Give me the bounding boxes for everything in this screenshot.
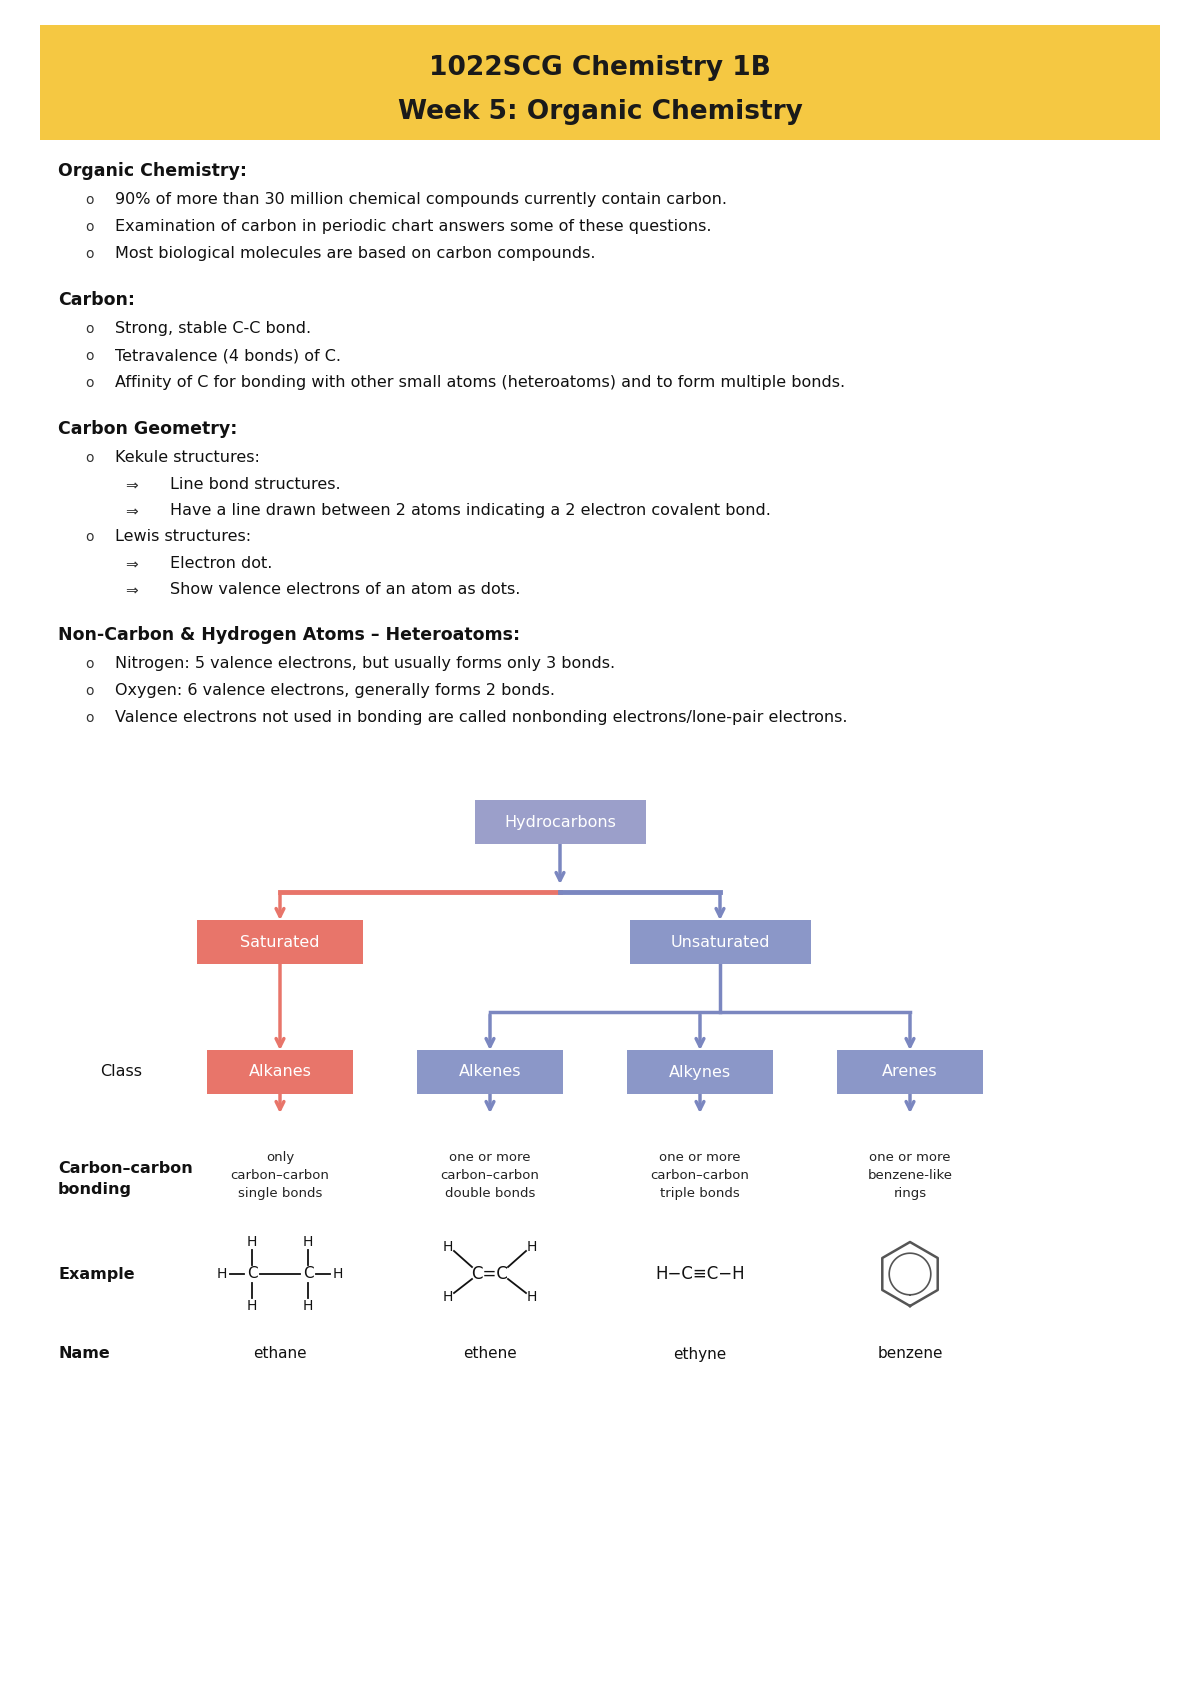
Text: o: o: [85, 530, 95, 543]
Text: o: o: [85, 375, 95, 391]
Text: Organic Chemistry:: Organic Chemistry:: [58, 161, 247, 180]
Text: Non-Carbon & Hydrogen Atoms – Heteroatoms:: Non-Carbon & Hydrogen Atoms – Heteroatom…: [58, 627, 520, 644]
Text: H: H: [247, 1234, 257, 1250]
Text: H: H: [217, 1267, 227, 1280]
Text: o: o: [85, 711, 95, 725]
FancyBboxPatch shape: [628, 1049, 773, 1094]
FancyBboxPatch shape: [418, 1049, 563, 1094]
Text: Arenes: Arenes: [882, 1065, 938, 1080]
Text: o: o: [85, 194, 95, 207]
Text: Nitrogen: 5 valence electrons, but usually forms only 3 bonds.: Nitrogen: 5 valence electrons, but usual…: [115, 655, 616, 671]
Text: Strong, stable C-C bond.: Strong, stable C-C bond.: [115, 321, 311, 336]
Text: 90% of more than 30 million chemical compounds currently contain carbon.: 90% of more than 30 million chemical com…: [115, 192, 727, 207]
Text: Hydrocarbons: Hydrocarbons: [504, 815, 616, 830]
Text: H: H: [443, 1240, 454, 1255]
FancyBboxPatch shape: [474, 800, 646, 844]
Text: Alkynes: Alkynes: [668, 1065, 731, 1080]
Text: one or more
benzene-like
rings: one or more benzene-like rings: [868, 1151, 953, 1200]
Text: one or more
carbon–carbon
triple bonds: one or more carbon–carbon triple bonds: [650, 1151, 750, 1200]
Text: o: o: [85, 350, 95, 363]
Text: Week 5: Organic Chemistry: Week 5: Organic Chemistry: [397, 98, 803, 126]
Text: H: H: [302, 1299, 313, 1313]
Text: Lewis structures:: Lewis structures:: [115, 530, 251, 543]
Text: Examination of carbon in periodic chart answers some of these questions.: Examination of carbon in periodic chart …: [115, 219, 712, 234]
Text: benzene: benzene: [877, 1347, 943, 1362]
Text: Class: Class: [100, 1065, 142, 1080]
FancyBboxPatch shape: [40, 25, 1160, 139]
Text: Tetravalence (4 bonds) of C.: Tetravalence (4 bonds) of C.: [115, 348, 341, 363]
Text: ⇒: ⇒: [126, 479, 138, 492]
Text: Unsaturated: Unsaturated: [671, 934, 769, 949]
Text: Line bond structures.: Line bond structures.: [170, 477, 341, 492]
Text: Example: Example: [58, 1267, 134, 1282]
Text: ⇒: ⇒: [126, 557, 138, 572]
Text: Kekule structures:: Kekule structures:: [115, 450, 260, 465]
Text: Alkanes: Alkanes: [248, 1065, 312, 1080]
Text: ethyne: ethyne: [673, 1347, 727, 1362]
Text: H: H: [443, 1290, 454, 1304]
FancyBboxPatch shape: [630, 920, 810, 964]
Text: Name: Name: [58, 1347, 109, 1362]
FancyBboxPatch shape: [197, 920, 364, 964]
Text: H: H: [527, 1240, 538, 1255]
Text: Have a line drawn between 2 atoms indicating a 2 electron covalent bond.: Have a line drawn between 2 atoms indica…: [170, 503, 770, 518]
Text: only
carbon–carbon
single bonds: only carbon–carbon single bonds: [230, 1151, 330, 1200]
Text: Alkenes: Alkenes: [458, 1065, 521, 1080]
Text: 1022SCG Chemistry 1B: 1022SCG Chemistry 1B: [430, 54, 770, 82]
Text: H: H: [332, 1267, 343, 1280]
Text: C=C: C=C: [472, 1265, 509, 1284]
Text: Affinity of C for bonding with other small atoms (heteroatoms) and to form multi: Affinity of C for bonding with other sma…: [115, 375, 845, 391]
Text: Most biological molecules are based on carbon compounds.: Most biological molecules are based on c…: [115, 246, 595, 261]
FancyBboxPatch shape: [838, 1049, 983, 1094]
Text: o: o: [85, 246, 95, 261]
Text: Saturated: Saturated: [240, 934, 319, 949]
Text: ⇒: ⇒: [126, 582, 138, 598]
Text: ⇒: ⇒: [126, 504, 138, 520]
Text: o: o: [85, 684, 95, 698]
Text: Carbon Geometry:: Carbon Geometry:: [58, 419, 238, 438]
Text: H: H: [247, 1299, 257, 1313]
Text: Oxygen: 6 valence electrons, generally forms 2 bonds.: Oxygen: 6 valence electrons, generally f…: [115, 683, 554, 698]
Text: ethane: ethane: [253, 1347, 307, 1362]
Text: Carbon:: Carbon:: [58, 290, 134, 309]
Text: H: H: [302, 1234, 313, 1250]
Text: ethene: ethene: [463, 1347, 517, 1362]
Text: o: o: [85, 221, 95, 234]
Text: C: C: [247, 1267, 257, 1282]
Text: Valence electrons not used in bonding are called nonbonding electrons/lone-pair : Valence electrons not used in bonding ar…: [115, 710, 847, 725]
Text: C: C: [302, 1267, 313, 1282]
Text: Carbon–carbon
bonding: Carbon–carbon bonding: [58, 1161, 193, 1197]
Text: o: o: [85, 657, 95, 671]
Text: one or more
carbon–carbon
double bonds: one or more carbon–carbon double bonds: [440, 1151, 540, 1200]
Text: Electron dot.: Electron dot.: [170, 555, 272, 571]
Text: H: H: [527, 1290, 538, 1304]
Text: o: o: [85, 323, 95, 336]
Text: Show valence electrons of an atom as dots.: Show valence electrons of an atom as dot…: [170, 582, 521, 598]
Text: H−C≡C−H: H−C≡C−H: [655, 1265, 745, 1284]
Text: o: o: [85, 452, 95, 465]
FancyBboxPatch shape: [208, 1049, 353, 1094]
